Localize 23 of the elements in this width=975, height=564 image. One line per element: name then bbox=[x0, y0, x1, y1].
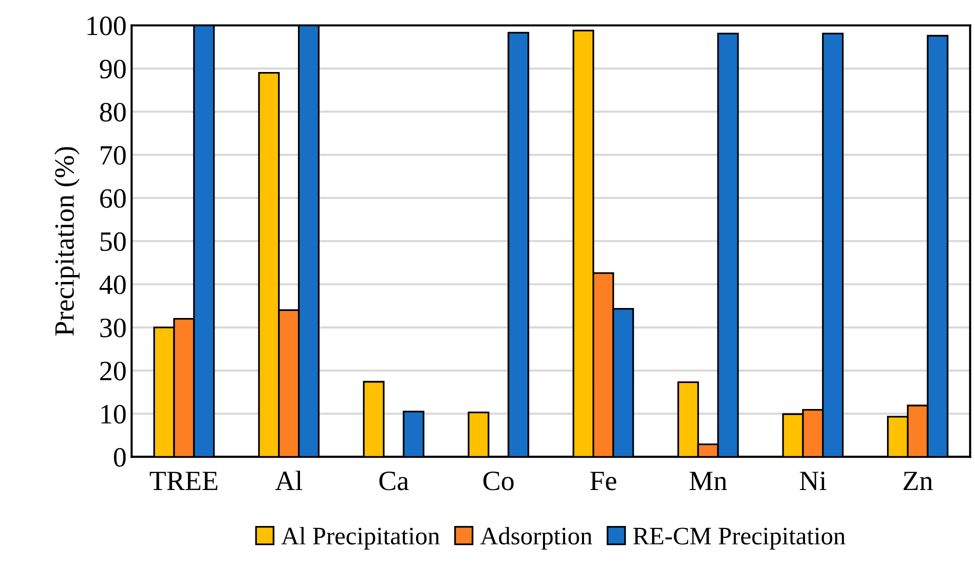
x-tick-label: Co bbox=[483, 472, 514, 490]
y-tick-label: 50 bbox=[100, 232, 126, 252]
legend-label: RE-CM Precipitation bbox=[633, 528, 846, 550]
x-tick-label: Fe bbox=[590, 472, 616, 490]
legend-label: Adsorption bbox=[480, 526, 592, 550]
y-tick-label: 70 bbox=[100, 146, 126, 165]
x-tick-label: Al bbox=[275, 470, 302, 490]
y-tick-label: 0 bbox=[114, 448, 126, 467]
legend-label: Al Precipitation bbox=[281, 526, 440, 550]
x-tick-label: Ni bbox=[800, 472, 826, 490]
x-tick-label: Mn bbox=[690, 472, 727, 490]
y-tick-label: 20 bbox=[100, 362, 126, 380]
y-tick-label: 60 bbox=[100, 189, 126, 208]
x-tick-label: Zn bbox=[904, 472, 933, 490]
x-tick-label: TREE bbox=[150, 472, 218, 490]
y-tick-label: 100 bbox=[88, 16, 126, 36]
x-tick-label: Ca bbox=[379, 472, 409, 490]
y-axis-title: Precipitation (%) bbox=[54, 147, 80, 336]
y-tick-label: 40 bbox=[100, 275, 126, 294]
y-tick-label: 10 bbox=[101, 404, 126, 424]
y-tick-label: 80 bbox=[100, 102, 126, 122]
y-tick-label: 90 bbox=[100, 60, 126, 78]
y-tick-label: 30 bbox=[100, 318, 126, 338]
